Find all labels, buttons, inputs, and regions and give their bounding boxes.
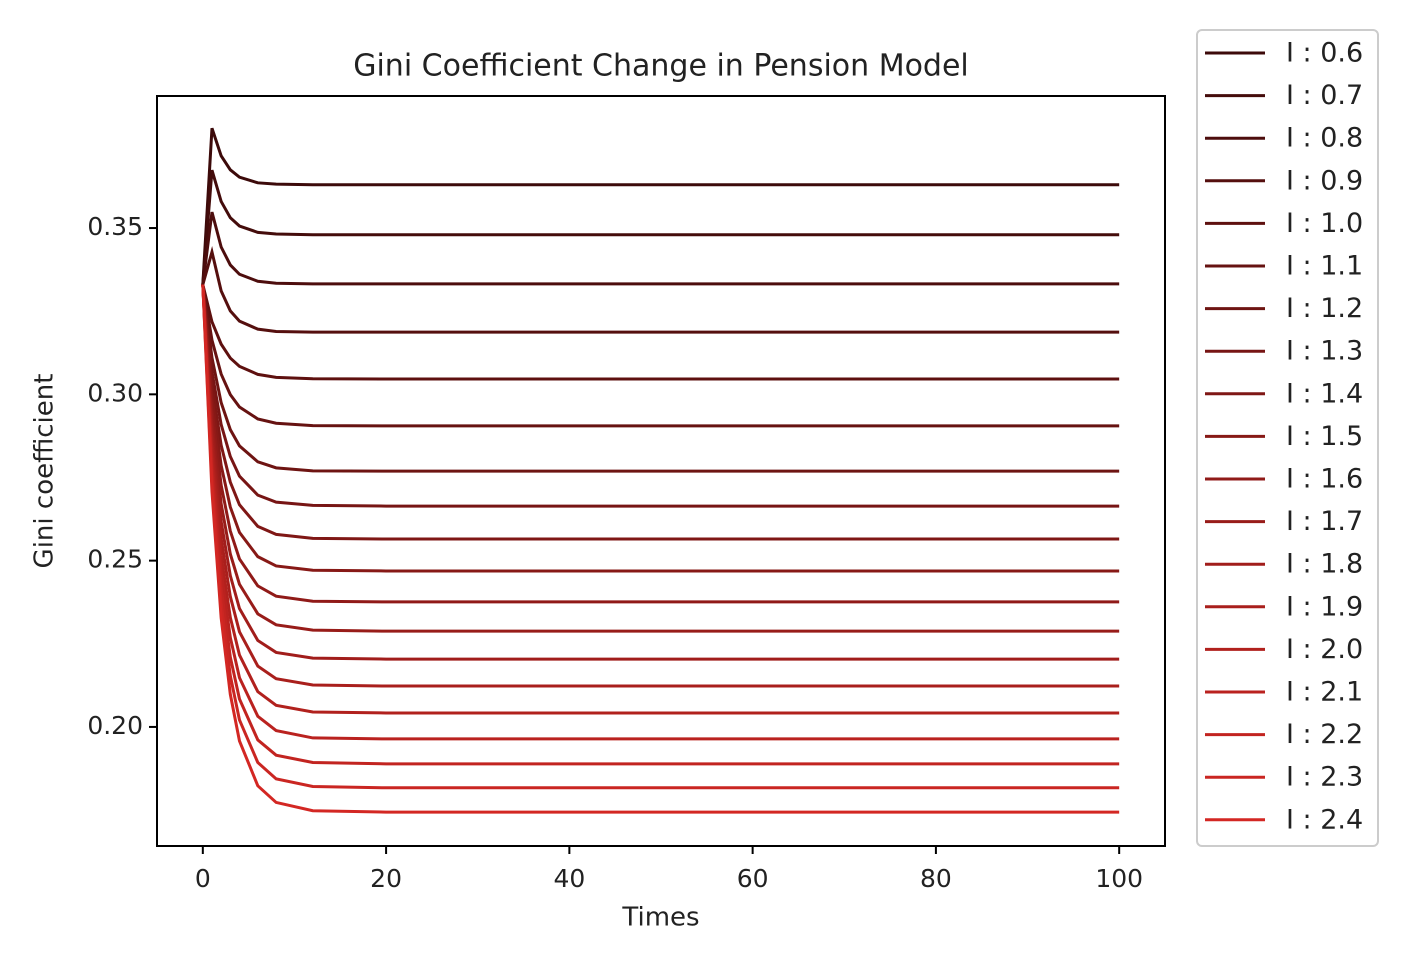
series-line	[201, 284, 1120, 541]
x-axis-label: Times	[621, 903, 699, 933]
series-line	[201, 284, 1120, 766]
x-tick-label: 60	[737, 864, 769, 893]
legend-label: I : 2.0	[1286, 634, 1363, 665]
series-line	[201, 284, 1120, 508]
y-axis-label: Gini coefficient	[30, 374, 60, 569]
legend-label: I : 1.8	[1286, 549, 1363, 580]
x-tick-label: 80	[920, 864, 952, 893]
legend-label: I : 0.7	[1286, 80, 1363, 111]
legend-label: I : 1.1	[1286, 251, 1363, 282]
legend-label: I : 1.6	[1286, 464, 1363, 495]
legend-label: I : 0.6	[1286, 38, 1363, 69]
series-line	[201, 245, 1120, 334]
series-line	[201, 284, 1120, 604]
series-line	[201, 284, 1120, 428]
legend-label: I : 2.2	[1286, 719, 1363, 750]
series-line	[201, 284, 1120, 741]
y-tick-label: 0.35	[87, 212, 143, 241]
x-tick-label: 20	[370, 864, 402, 893]
series-line	[201, 284, 1120, 814]
legend-label: I : 1.2	[1286, 293, 1363, 324]
x-tick-label: 0	[195, 864, 211, 893]
y-tick-label: 0.25	[87, 545, 143, 574]
legend-label: I : 1.5	[1286, 421, 1363, 452]
series-line	[201, 211, 1120, 286]
series-line	[201, 284, 1120, 715]
series-line	[201, 127, 1120, 285]
legend-label: I : 2.3	[1286, 762, 1363, 793]
legend-label: I : 1.9	[1286, 591, 1363, 622]
series-line	[201, 284, 1120, 473]
legend-label: I : 0.9	[1286, 165, 1363, 196]
series-line	[201, 284, 1120, 688]
y-tick-label: 0.20	[87, 711, 143, 740]
legend-label: I : 1.4	[1286, 378, 1363, 409]
series-line	[201, 169, 1120, 285]
legend-label: I : 2.1	[1286, 677, 1363, 708]
series-line	[201, 284, 1120, 573]
legend-label: I : 1.0	[1286, 208, 1363, 239]
legend-label: I : 1.3	[1286, 336, 1363, 367]
series-line	[201, 284, 1120, 381]
x-tick-label: 100	[1095, 864, 1143, 893]
legend-label: I : 0.8	[1286, 123, 1363, 154]
y-tick-label: 0.30	[87, 378, 143, 407]
legend-label: I : 2.4	[1286, 804, 1363, 835]
legend-label: I : 1.7	[1286, 506, 1363, 537]
x-tick-label: 40	[553, 864, 585, 893]
plot-frame	[156, 95, 1166, 847]
series-line	[201, 284, 1120, 633]
chart-title: Gini Coefficient Change in Pension Model	[353, 49, 969, 84]
legend-box	[1196, 29, 1379, 847]
